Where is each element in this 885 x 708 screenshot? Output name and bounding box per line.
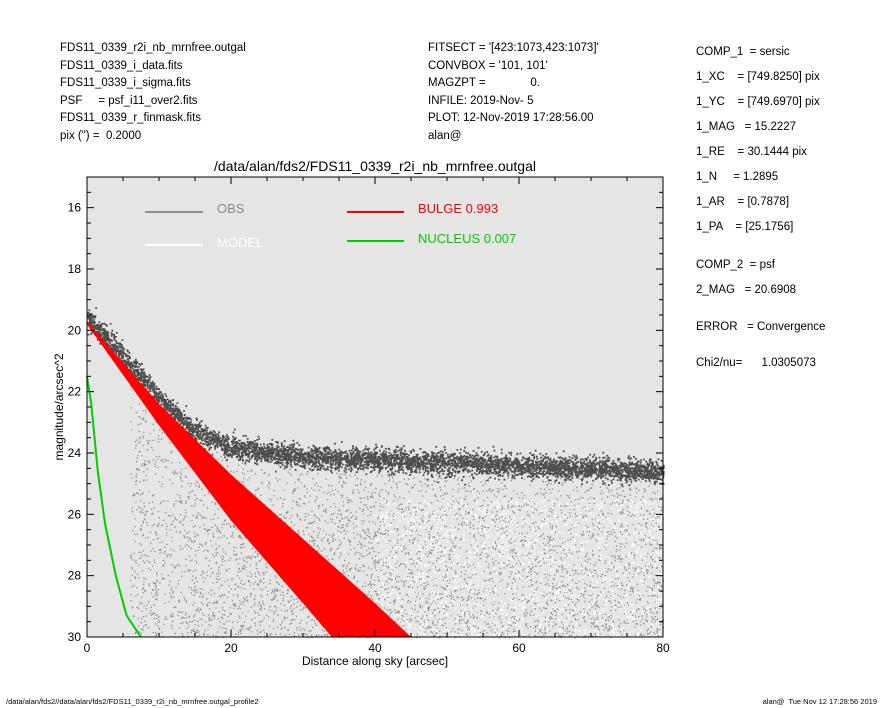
x-tick-label: 20 — [224, 641, 238, 655]
header-mid-block: FITSECT = '[423:1073,423:1073]' CONVBOX =… — [428, 40, 599, 146]
fit-parameter-line: Chi2/nu= 1.0305073 — [696, 357, 816, 369]
header-left-line: FDS11_0339_i_sigma.fits — [60, 77, 191, 90]
fit-parameter-line: COMP_2 = psf — [696, 259, 775, 271]
y-tick-label: 28 — [68, 569, 82, 583]
footer-timestamp: alan@ Tue Nov 12 17:28:56 2019 — [762, 697, 877, 706]
header-mid-line: INFILE: 2019-Nov- 5 — [428, 94, 534, 107]
nucleus-curve — [86, 376, 142, 638]
y-tick-label: 22 — [68, 385, 82, 399]
fit-parameter-line: 1_MAG = 15.2227 — [696, 121, 797, 133]
header-left-line: FDS11_0339_r_finmask.fits — [60, 112, 202, 125]
model-points — [375, 499, 665, 639]
legend-nucleus-label: NUCLEUS 0.007 — [418, 231, 516, 246]
x-tick-label: 0 — [84, 641, 91, 655]
footer-path: /data/alan/fds2//data/alan/fds2/FDS11_03… — [6, 697, 259, 706]
x-axis-label: Distance along sky [arcsec] — [302, 654, 448, 668]
x-tick-label: 60 — [512, 641, 526, 655]
x-tick-label: 40 — [368, 641, 382, 655]
header-mid-line: CONVBOX = '101, 101' — [428, 59, 548, 72]
fit-parameter-line: ERROR = Convergence — [696, 321, 826, 333]
legend-model-label: MODEL — [217, 235, 263, 250]
fit-parameter-line: 2_MAG = 20.6908 — [696, 284, 797, 296]
legend: OBS MODEL BULGE 0.993 NUCLEUS 0.007 — [145, 201, 516, 250]
fit-parameter-line: 1_PA = [25.1756] — [696, 221, 794, 233]
y-tick-label: 30 — [68, 630, 82, 644]
obs-points — [87, 307, 665, 639]
fit-parameter-line: 1_RE = 30.1444 pix — [696, 146, 807, 158]
obs-dense-points — [87, 307, 665, 488]
fit-parameter-line: 1_N = 1.2895 — [696, 171, 779, 183]
y-tick-label: 20 — [68, 323, 82, 337]
fit-parameter-line: 1_XC = [749.8250] pix — [696, 71, 820, 83]
y-tick-label: 18 — [68, 262, 82, 276]
nucleus-model — [86, 376, 142, 638]
axes: 0 20 40 60 80 16 18 20 22 24 26 28 30 — [68, 176, 670, 655]
legend-obs-label: OBS — [217, 201, 245, 216]
header-mid-line: PLOT: 12-Nov-2019 17:28:56.00 — [428, 112, 594, 125]
chart-title: /data/alan/fds2/FDS11_0339_r2i_nb_mrnfre… — [214, 158, 536, 174]
obs-faint-points — [130, 385, 665, 639]
y-tick-label: 24 — [68, 446, 82, 460]
fit-parameter-line: 1_YC = [749.6970] pix — [696, 96, 820, 108]
legend-bulge-label: BULGE 0.993 — [418, 201, 498, 216]
header-mid-line: MAGZPT = 0. — [428, 77, 540, 90]
x-tick-label: 80 — [656, 641, 670, 655]
header-left-line: pix (") = 0.2000 — [60, 129, 142, 142]
header-left-line: FDS11_0339_r2i_nb_mrnfree.outgal — [60, 42, 246, 54]
header-left-line: FDS11_0339_i_data.fits — [60, 59, 183, 72]
y-tick-label: 26 — [68, 507, 82, 521]
header-left-block: FDS11_0339_r2i_nb_mrnfree.outgal FDS11_03… — [60, 40, 246, 146]
fit-parameter-line: COMP_1 = sersic — [696, 46, 790, 58]
y-axis-label: magnitude/arcsec^2 — [52, 353, 66, 460]
header-mid-line: alan@ — [428, 129, 462, 142]
header-left-line: PSF = psf_i11_over2.fits — [60, 94, 198, 107]
fit-parameter-line: 1_AR = [0.7878] — [696, 196, 790, 208]
y-tick-label: 16 — [68, 201, 82, 215]
header-mid-line: FITSECT = '[423:1073,423:1073]' — [428, 42, 599, 54]
